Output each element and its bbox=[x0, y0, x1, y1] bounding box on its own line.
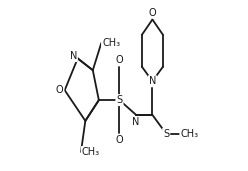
Text: O: O bbox=[149, 8, 156, 18]
Text: CH₃: CH₃ bbox=[181, 129, 199, 139]
Text: N: N bbox=[69, 51, 77, 61]
Text: CH₃: CH₃ bbox=[102, 38, 120, 48]
Text: S: S bbox=[116, 95, 123, 105]
Text: N: N bbox=[149, 76, 156, 86]
Text: O: O bbox=[56, 85, 63, 95]
Text: S: S bbox=[163, 129, 169, 139]
Text: CH₃: CH₃ bbox=[102, 38, 120, 48]
Text: CH₃: CH₃ bbox=[181, 129, 199, 139]
Text: O: O bbox=[149, 8, 156, 18]
Text: N: N bbox=[149, 76, 156, 86]
Text: N: N bbox=[69, 51, 77, 61]
Text: O: O bbox=[116, 135, 123, 145]
Text: O: O bbox=[116, 55, 123, 65]
Text: S: S bbox=[163, 129, 169, 139]
Text: S: S bbox=[116, 95, 123, 105]
Text: O: O bbox=[56, 85, 63, 95]
Text: CH₃: CH₃ bbox=[82, 147, 100, 157]
Text: O: O bbox=[116, 135, 123, 145]
Text: N: N bbox=[132, 117, 140, 127]
Text: CH₃: CH₃ bbox=[82, 147, 100, 157]
Text: O: O bbox=[116, 55, 123, 65]
Text: N: N bbox=[132, 117, 140, 127]
